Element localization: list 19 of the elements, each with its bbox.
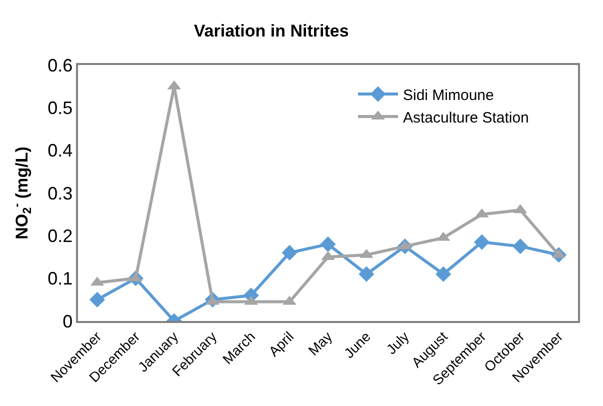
legend-label: Sidi Mimoune bbox=[403, 86, 494, 104]
y-tick-label: 0 bbox=[62, 311, 73, 332]
x-tick-label: July bbox=[383, 328, 412, 358]
point bbox=[512, 238, 528, 254]
y-tick-label: 0.1 bbox=[48, 268, 73, 289]
y-tick-label: 0.5 bbox=[48, 98, 73, 118]
y-tick-label: 0.3 bbox=[48, 183, 73, 204]
point bbox=[89, 292, 106, 308]
point bbox=[320, 236, 336, 252]
chart-title: Variation in Nitrites bbox=[194, 21, 349, 40]
legend-label: Astaculture Station bbox=[403, 109, 529, 126]
point bbox=[436, 266, 452, 282]
y-tick-label: 0.4 bbox=[48, 140, 73, 161]
y-tick-label: 0.2 bbox=[48, 226, 73, 246]
y-tick-label: 0.6 bbox=[48, 55, 73, 76]
point bbox=[358, 266, 374, 282]
point bbox=[474, 234, 490, 250]
x-tick-label: May bbox=[305, 328, 336, 358]
point bbox=[282, 244, 298, 261]
